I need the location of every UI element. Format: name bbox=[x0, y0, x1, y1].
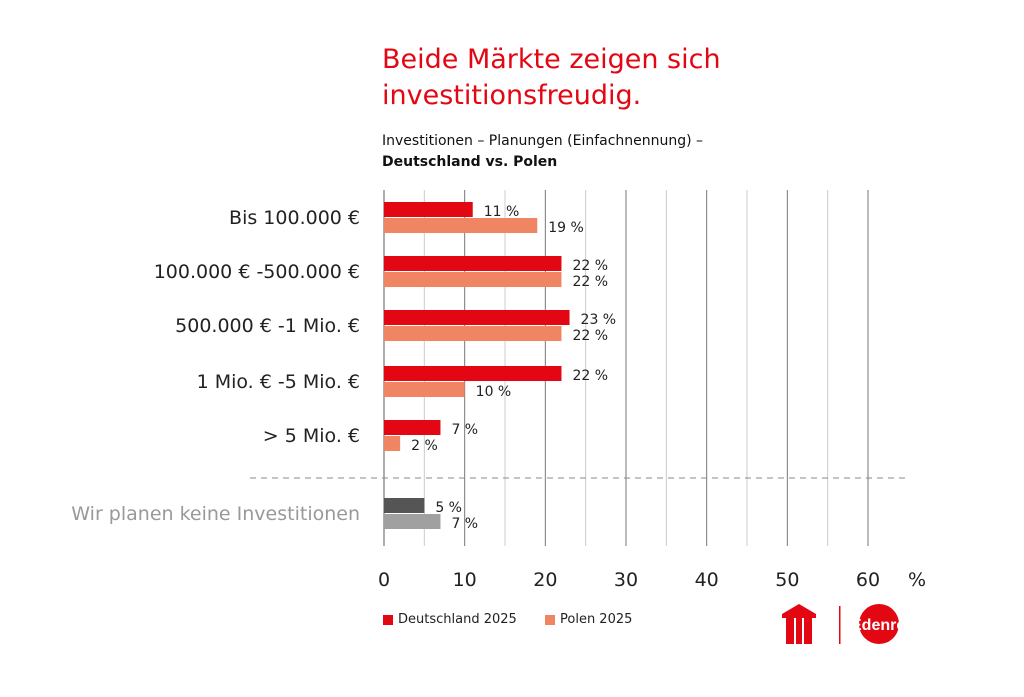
category-label: Wir planen keine Investitionen bbox=[71, 503, 360, 525]
data-label: 22 % bbox=[572, 368, 608, 384]
uta-edenred-logo: Edenred bbox=[782, 604, 915, 644]
x-tick-label: 10 bbox=[453, 569, 477, 591]
category-label: 500.000 € -1 Mio. € bbox=[175, 315, 360, 337]
data-label: 22 % bbox=[572, 328, 608, 344]
category-label: 1 Mio. € -5 Mio. € bbox=[197, 371, 360, 393]
uta-logo bbox=[782, 604, 816, 644]
subtitle-line-2: Deutschland vs. Polen bbox=[382, 154, 558, 170]
subtitle-line-1: Investitionen – Planungen (Einfachnennun… bbox=[382, 133, 704, 149]
bar-polen bbox=[384, 218, 538, 233]
category-label: > 5 Mio. € bbox=[263, 425, 360, 447]
bar-polen bbox=[384, 272, 562, 287]
data-label: 19 % bbox=[548, 220, 584, 236]
x-tick-label: 60 bbox=[856, 569, 880, 591]
data-label: 7 % bbox=[451, 516, 478, 532]
legend-item-polen: Polen 2025 bbox=[545, 612, 632, 627]
data-label: 7 % bbox=[451, 422, 478, 438]
bar-deutschland bbox=[384, 310, 570, 325]
bar-polen bbox=[384, 514, 441, 529]
bar-deutschland bbox=[384, 256, 562, 271]
data-label: 22 % bbox=[572, 274, 608, 290]
bar-deutschland bbox=[384, 366, 562, 381]
x-tick-label: 20 bbox=[533, 569, 557, 591]
legend-item-deutschland: Deutschland 2025 bbox=[383, 612, 517, 627]
x-tick-label: 40 bbox=[695, 569, 719, 591]
bar-deutschland bbox=[384, 420, 441, 435]
data-label: 5 % bbox=[435, 500, 462, 516]
legend-label-deutschland: Deutschland 2025 bbox=[398, 612, 517, 627]
data-label: 22 % bbox=[572, 258, 608, 274]
data-label: 11 % bbox=[484, 204, 520, 220]
bar-polen bbox=[384, 436, 401, 451]
data-label: 2 % bbox=[411, 438, 438, 454]
bar-polen bbox=[384, 326, 562, 341]
legend-swatch-polen bbox=[545, 614, 555, 625]
category-label: Bis 100.000 € bbox=[229, 207, 360, 229]
edenred-logo bbox=[859, 604, 899, 644]
x-tick-label: 50 bbox=[775, 569, 799, 591]
chart-subtitle: Investitionen – Planungen (Einfachnennun… bbox=[382, 131, 703, 173]
x-tick-label: 0 bbox=[378, 569, 390, 591]
category-label: 100.000 € -500.000 € bbox=[154, 261, 360, 283]
bar-deutschland bbox=[384, 202, 473, 217]
bar-deutschland bbox=[384, 498, 425, 513]
data-label: 10 % bbox=[476, 384, 512, 400]
bar-polen bbox=[384, 382, 465, 397]
x-tick-label: 30 bbox=[614, 569, 638, 591]
chart-title: Beide Märkte zeigen sich investitionsfre… bbox=[382, 44, 721, 111]
logo-divider bbox=[839, 606, 841, 644]
legend-label-polen: Polen 2025 bbox=[560, 612, 633, 627]
legend-swatch-deutschland bbox=[383, 614, 393, 625]
data-label: 23 % bbox=[581, 312, 617, 328]
x-unit-label: % bbox=[908, 569, 926, 591]
svg-text:Edenred: Edenred bbox=[851, 617, 915, 634]
